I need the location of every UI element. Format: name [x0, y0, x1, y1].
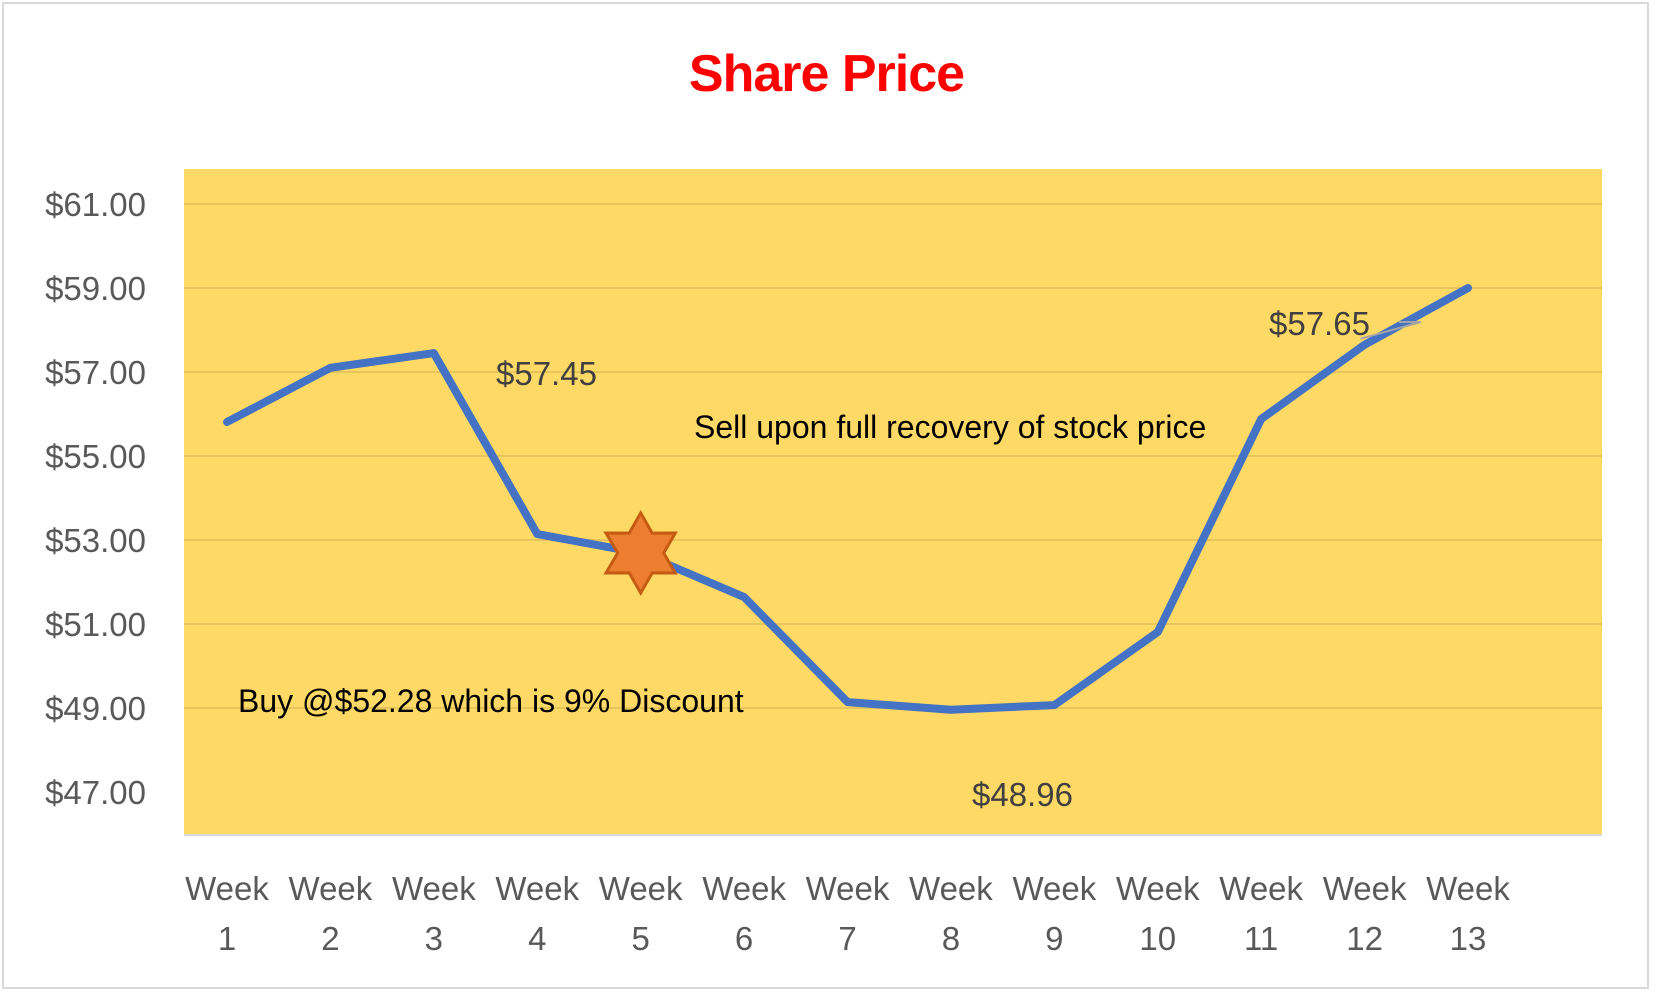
- data-label-week8: $48.96: [972, 776, 1073, 813]
- y-tick-label: $59.00: [45, 270, 146, 307]
- y-tick-label: $57.00: [45, 354, 146, 391]
- gridlines: [184, 203, 1602, 709]
- x-tick-label: Week: [185, 870, 269, 907]
- x-tick-label: Week: [1426, 870, 1510, 907]
- x-tick-label: Week: [1116, 870, 1200, 907]
- chart-title: Share Price: [688, 45, 965, 103]
- sell-annotation: Sell upon full recovery of stock price: [694, 409, 1206, 445]
- y-tick-label: $55.00: [45, 438, 146, 475]
- plot-area: [184, 169, 1602, 835]
- x-tick-label: Week: [392, 870, 476, 907]
- y-tick-label: $51.00: [45, 606, 146, 643]
- x-tick-label: 7: [838, 920, 856, 957]
- x-tick-label: 8: [942, 920, 960, 957]
- x-tick-label: Week: [909, 870, 993, 907]
- buy-annotation: Buy @$52.28 which is 9% Discount: [238, 683, 744, 719]
- x-tick-label: 9: [1045, 920, 1063, 957]
- x-tick-label: 6: [735, 920, 753, 957]
- buy-star-icon: [603, 509, 678, 597]
- y-axis: $61.00 $59.00 $57.00 $55.00 $53.00 $51.00 $49.…: [45, 186, 146, 811]
- y-tick-label: $61.00: [45, 186, 146, 223]
- y-tick-label: $49.00: [45, 690, 146, 727]
- x-tick-label: 10: [1139, 920, 1176, 957]
- x-tick-label: Week: [599, 870, 683, 907]
- y-tick-label: $53.00: [45, 522, 146, 559]
- share-price-line: [223, 284, 1472, 714]
- x-tick-label: 5: [631, 920, 649, 957]
- x-tick-label: 12: [1346, 920, 1383, 957]
- x-tick-label: Week: [702, 870, 786, 907]
- x-tick-label: Week: [1219, 870, 1303, 907]
- data-label-week3: $57.45: [496, 355, 597, 392]
- x-axis: Week 1 Week 2 Week 3 Week 4 Week 5 Week 6 Week 7 Week 8…: [185, 870, 1510, 957]
- x-tick-label: 2: [321, 920, 339, 957]
- x-tick-label: Week: [495, 870, 579, 907]
- x-tick-label: Week: [806, 870, 890, 907]
- x-tick-label: 11: [1244, 920, 1278, 957]
- data-label-week12: $57.65: [1269, 305, 1370, 342]
- data-label-leader-line: [1360, 321, 1422, 340]
- x-tick-label: 3: [425, 920, 443, 957]
- y-tick-label: $47.00: [45, 774, 146, 811]
- x-tick-label: 4: [528, 920, 546, 957]
- x-tick-label: Week: [1323, 870, 1407, 907]
- x-tick-label: 13: [1450, 920, 1487, 957]
- x-tick-label: Week: [289, 870, 373, 907]
- x-tick-label: 1: [218, 920, 236, 957]
- x-tick-label: Week: [1012, 870, 1096, 907]
